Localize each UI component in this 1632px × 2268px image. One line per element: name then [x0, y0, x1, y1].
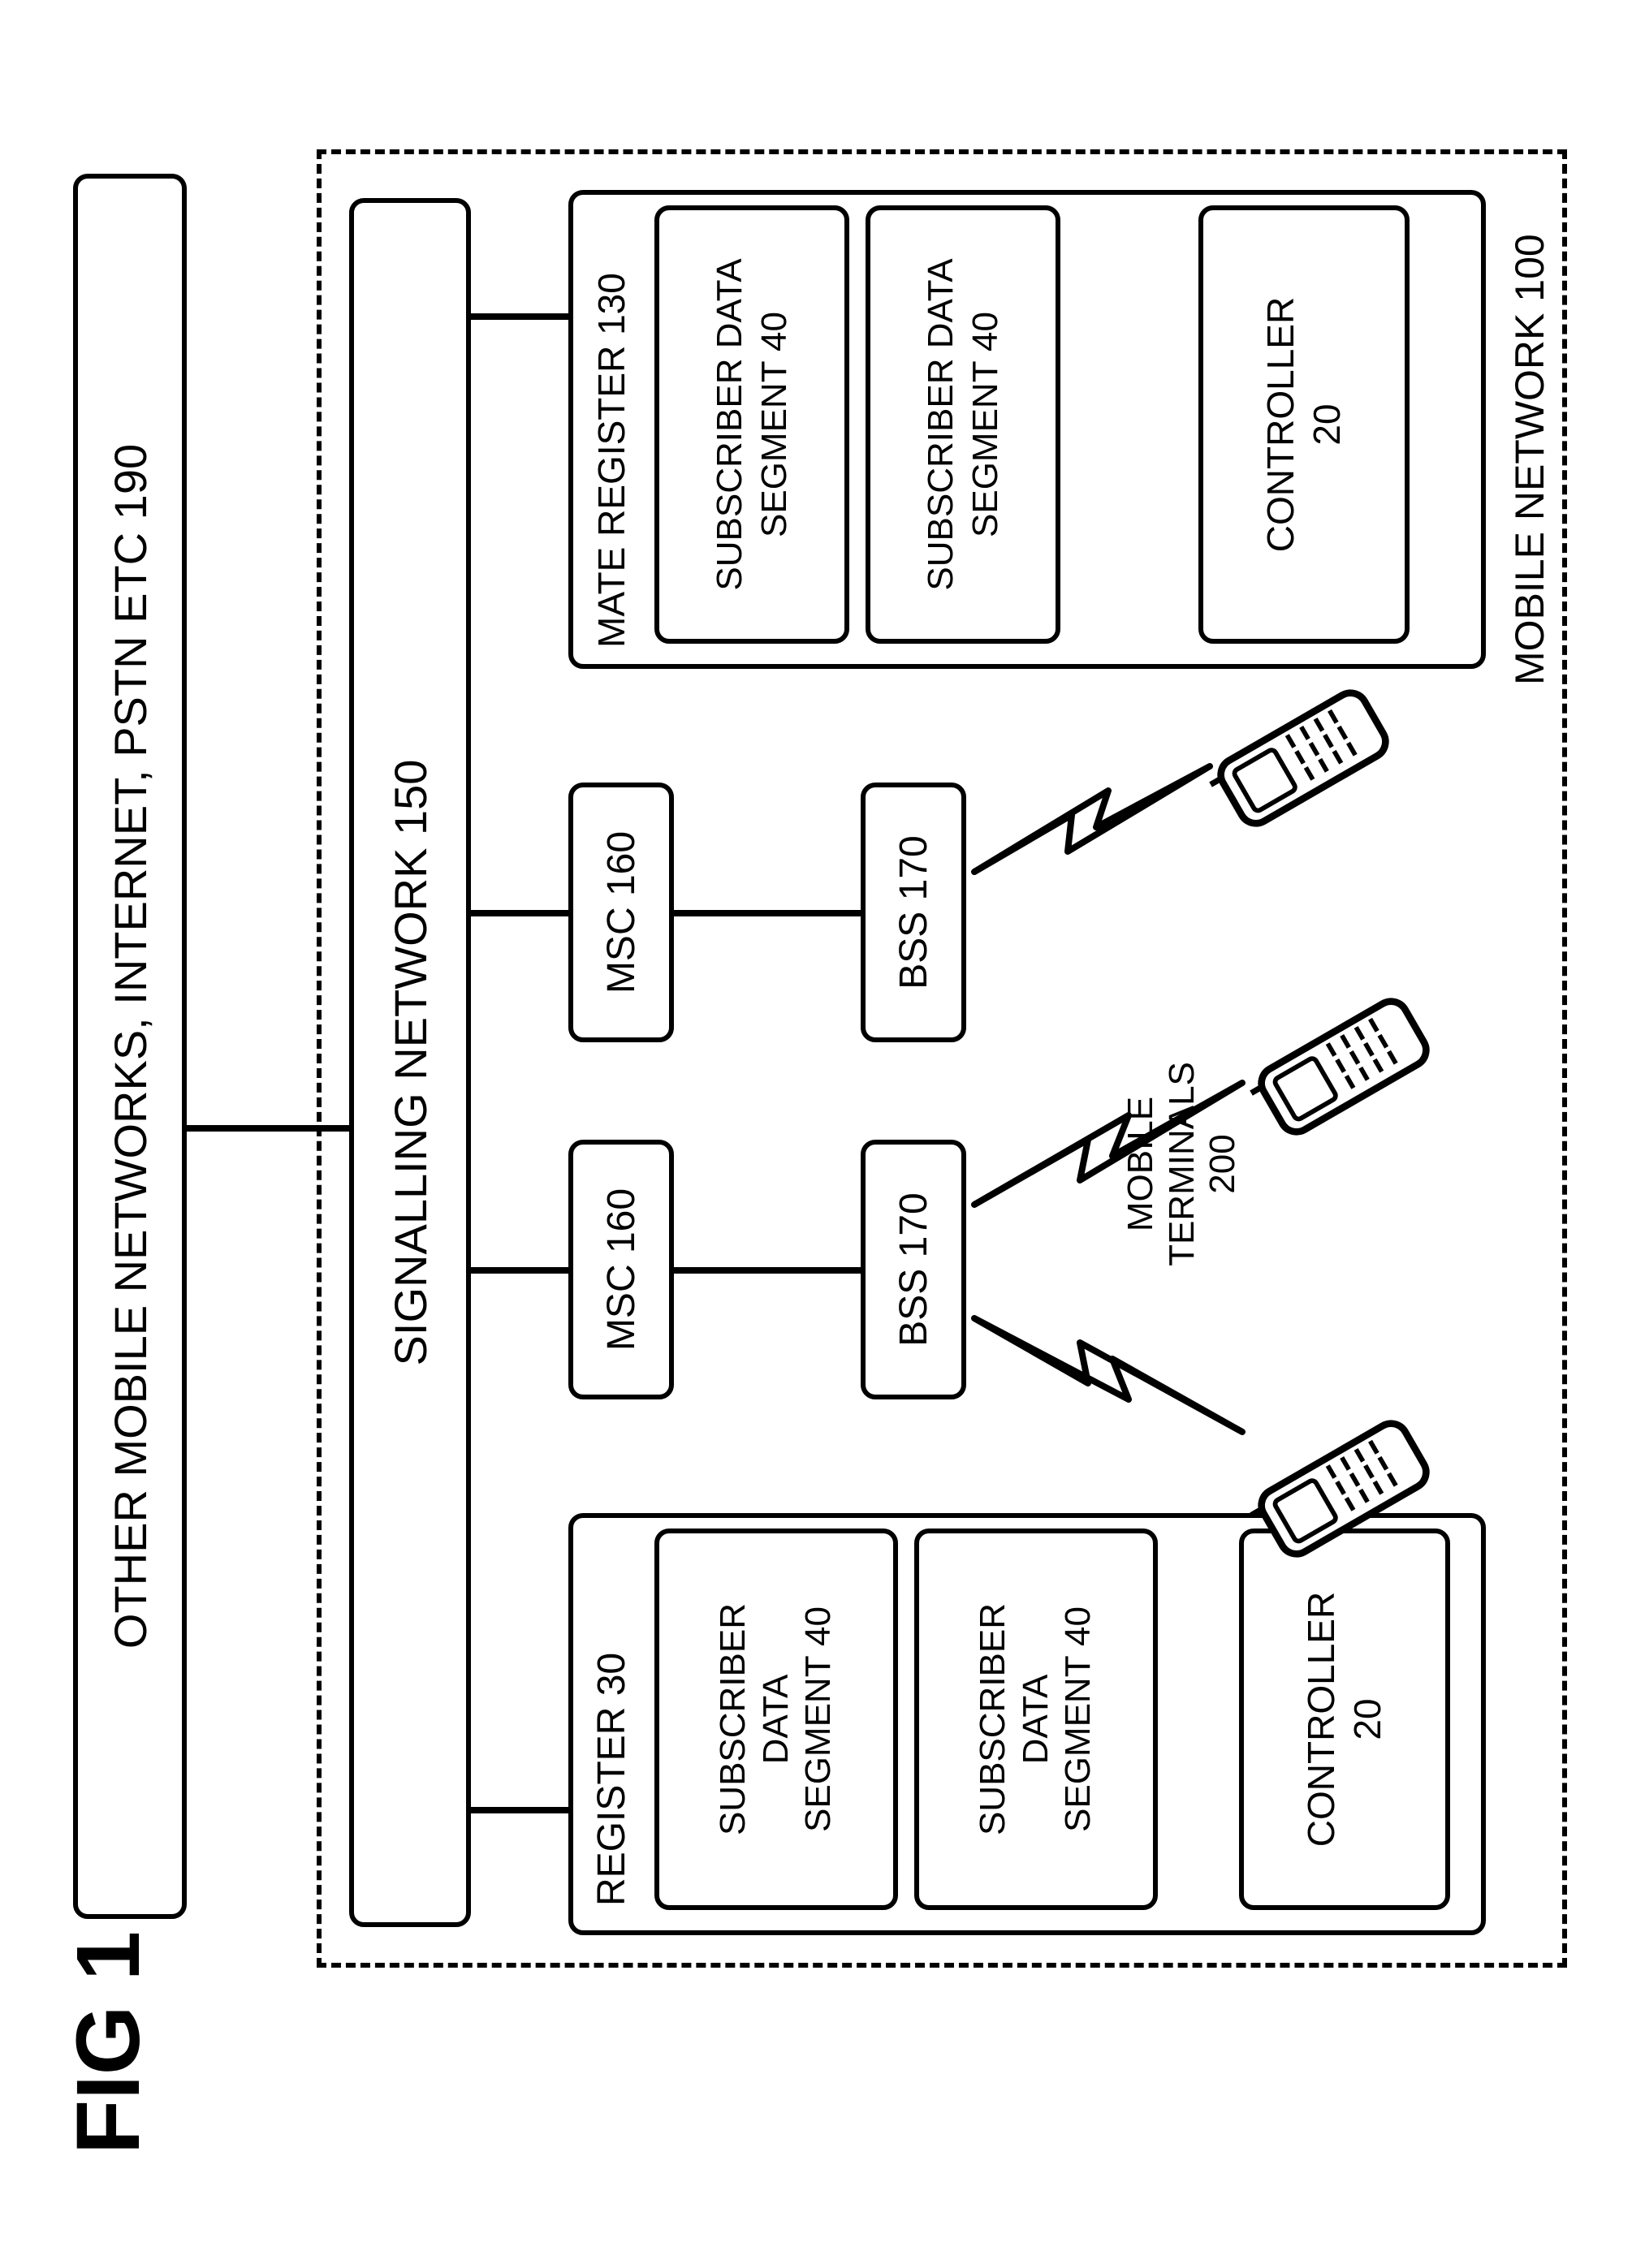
bss-2-box: BSS 170	[861, 783, 966, 1042]
mate-register-title: MATE REGISTER 130	[589, 201, 633, 648]
conn-sig-mate	[471, 313, 568, 320]
register-seg2: SUBSCRIBER DATA SEGMENT 40	[914, 1529, 1158, 1910]
mate-seg1: SUBSCRIBER DATA SEGMENT 40	[654, 205, 849, 644]
figure-title: FIG 1	[57, 1931, 160, 2154]
other-networks-label: OTHER MOBILE NETWORKS, INTERNET, PSTN ET…	[104, 444, 157, 1649]
conn-sig-register	[471, 1807, 568, 1813]
register-seg1: SUBSCRIBER DATA SEGMENT 40	[654, 1529, 898, 1910]
wireless-bolt-1	[966, 1270, 1259, 1464]
bss-1-box: BSS 170	[861, 1140, 966, 1399]
conn-sig-msc1	[471, 1267, 568, 1274]
mobile-network-label: MOBILE NETWORK 100	[1506, 234, 1553, 685]
conn-msc2-bss2	[674, 910, 861, 916]
bss-1-label: BSS 170	[892, 1192, 936, 1346]
register-title: REGISTER 30	[589, 1533, 634, 1906]
signalling-network-label: SIGNALLING NETWORK 150	[384, 760, 437, 1366]
signalling-network-box: SIGNALLING NETWORK 150	[349, 198, 471, 1927]
mate-seg2-label: SUBSCRIBER DATA SEGMENT 40	[918, 258, 1008, 590]
register-box: REGISTER 30 SUBSCRIBER DATA SEGMENT 40 S…	[568, 1513, 1486, 1935]
register-controller-label: CONTROLLER 20	[1298, 1592, 1392, 1847]
msc-2-label: MSC 160	[599, 831, 644, 994]
bss-2-label: BSS 170	[892, 835, 936, 989]
msc-1-box: MSC 160	[568, 1140, 674, 1399]
register-seg1-label: SUBSCRIBER DATA SEGMENT 40	[712, 1603, 840, 1835]
wireless-bolt-3	[966, 742, 1226, 904]
mate-controller-label: CONTROLLER 20	[1258, 297, 1351, 552]
register-controller: CONTROLLER 20	[1239, 1529, 1450, 1910]
canvas: FIG 1 OTHER MOBILE NETWORKS, INTERNET, P…	[0, 0, 1632, 2268]
conn-sig-msc2	[471, 910, 568, 916]
mate-seg2: SUBSCRIBER DATA SEGMENT 40	[866, 205, 1060, 644]
mate-controller: CONTROLLER 20	[1198, 205, 1410, 644]
conn-msc1-bss1	[674, 1267, 861, 1274]
mate-seg1-label: SUBSCRIBER DATA SEGMENT 40	[707, 258, 797, 590]
register-seg2-label: SUBSCRIBER DATA SEGMENT 40	[972, 1603, 1100, 1835]
mobile-terminals-label: MOBILE TERMINALS 200	[1120, 1042, 1244, 1286]
other-networks-box: OTHER MOBILE NETWORKS, INTERNET, PSTN ET…	[73, 174, 187, 1919]
mate-register-box: MATE REGISTER 130 SUBSCRIBER DATA SEGMEN…	[568, 190, 1486, 669]
msc-2-box: MSC 160	[568, 783, 674, 1042]
msc-1-label: MSC 160	[599, 1188, 644, 1351]
